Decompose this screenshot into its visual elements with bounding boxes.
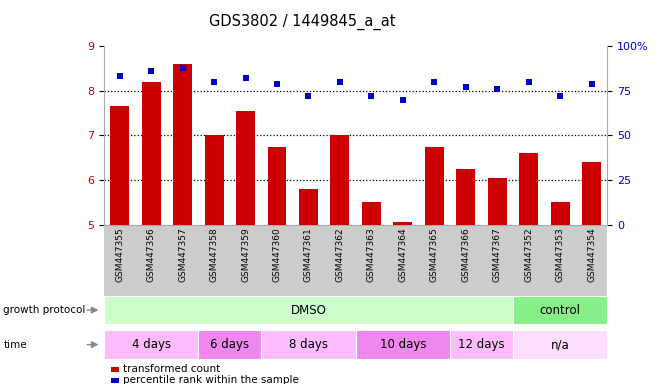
Bar <box>268 147 287 225</box>
Bar <box>456 169 475 225</box>
Bar <box>110 106 129 225</box>
Bar <box>299 189 318 225</box>
Text: 10 days: 10 days <box>380 338 426 351</box>
Bar <box>519 153 538 225</box>
Point <box>366 93 376 99</box>
Bar <box>450 330 513 359</box>
Text: 6 days: 6 days <box>210 338 250 351</box>
Text: 12 days: 12 days <box>458 338 505 351</box>
Point <box>303 93 314 99</box>
Bar <box>104 296 513 324</box>
Point <box>209 79 219 85</box>
Text: DMSO: DMSO <box>291 304 326 316</box>
Point <box>429 79 440 85</box>
Bar <box>513 296 607 324</box>
Bar <box>205 136 223 225</box>
Point <box>146 68 156 74</box>
Bar <box>356 330 450 359</box>
Bar <box>236 111 255 225</box>
Text: n/a: n/a <box>551 338 570 351</box>
Text: percentile rank within the sample: percentile rank within the sample <box>123 375 299 384</box>
Text: growth protocol: growth protocol <box>3 305 86 315</box>
Point <box>335 79 346 85</box>
Bar <box>104 330 199 359</box>
Bar <box>330 136 350 225</box>
Bar <box>142 82 160 225</box>
Bar <box>362 202 381 225</box>
Bar <box>513 330 607 359</box>
Text: GDS3802 / 1449845_a_at: GDS3802 / 1449845_a_at <box>209 13 395 30</box>
Point <box>272 81 282 87</box>
Bar <box>173 64 192 225</box>
Point <box>555 93 566 99</box>
Point <box>460 84 471 90</box>
Text: transformed count: transformed count <box>123 364 220 374</box>
Bar <box>425 147 444 225</box>
Point <box>523 79 534 85</box>
Bar <box>551 202 570 225</box>
Point <box>114 73 125 79</box>
Text: 4 days: 4 days <box>132 338 170 351</box>
Bar <box>261 330 356 359</box>
Text: time: time <box>3 339 27 350</box>
Text: control: control <box>539 304 580 316</box>
Point <box>586 81 597 87</box>
Text: 8 days: 8 days <box>289 338 328 351</box>
Point <box>240 75 251 81</box>
Bar <box>582 162 601 225</box>
Bar <box>199 330 261 359</box>
Bar <box>393 222 412 225</box>
Point <box>177 65 188 71</box>
Point <box>397 97 408 103</box>
Bar <box>488 178 507 225</box>
Point <box>492 86 503 92</box>
